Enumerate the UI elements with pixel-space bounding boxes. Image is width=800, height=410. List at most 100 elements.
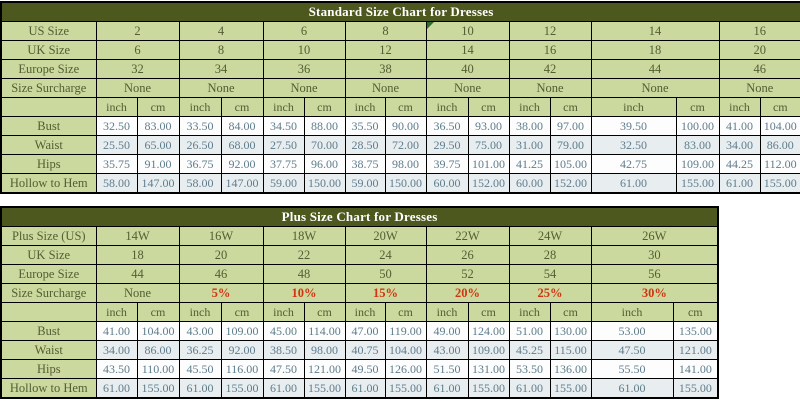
measurement-cm-cell: 79.00 bbox=[549, 135, 592, 155]
size-value-cell: None bbox=[344, 78, 427, 98]
size-value-cell: 32 bbox=[95, 59, 180, 79]
measurement-cm-cell: 155.00 bbox=[303, 378, 346, 399]
unit-cm-header: cm bbox=[675, 97, 720, 117]
unit-inch-header: inch bbox=[508, 97, 551, 117]
measurement-cm-cell: 110.00 bbox=[136, 359, 180, 379]
measurement-row: Waist 34.00 86.00 36.25 92.00 38.50 98.00 40.75… bbox=[0, 340, 719, 360]
measurement-inch-cell: 43.00 bbox=[425, 340, 469, 360]
unit-inch-header: inch bbox=[178, 97, 222, 117]
measurement-inch-cell: 51.50 bbox=[425, 359, 469, 379]
row-label: Hollow to Hem bbox=[0, 378, 97, 399]
measurement-inch-cell: 43.00 bbox=[178, 321, 222, 341]
size-value-cell: 44 bbox=[590, 59, 720, 79]
size-value-cell: 4 bbox=[178, 21, 264, 41]
row-label: Bust bbox=[0, 321, 97, 341]
measurement-cm-cell: 155.00 bbox=[136, 378, 180, 399]
measurement-cm-cell: 83.00 bbox=[136, 116, 180, 136]
measurement-cm-cell: 112.00 bbox=[759, 154, 800, 174]
size-value-cell: None bbox=[508, 78, 592, 98]
measurement-inch-cell: 41.00 bbox=[95, 321, 138, 341]
measurement-cm-cell: 105.00 bbox=[549, 154, 592, 174]
measurement-inch-cell: 34.00 bbox=[718, 135, 761, 155]
size-value-cell: 14 bbox=[590, 21, 720, 41]
unit-inch-header: inch bbox=[590, 97, 677, 117]
measurement-cm-cell: 115.00 bbox=[549, 340, 592, 360]
measurement-inch-cell: 61.00 bbox=[95, 378, 138, 399]
size-info-row: UK Size 18 20 22 24 26 28 30 bbox=[0, 245, 719, 265]
size-value-cell: 52 bbox=[425, 264, 510, 284]
measurement-row: Hollow to Hem 61.00 155.00 61.00 155.00 61.00… bbox=[0, 378, 719, 399]
measurement-cm-cell: 155.00 bbox=[759, 173, 800, 194]
measurement-cm-cell: 90.00 bbox=[384, 116, 427, 136]
measurement-inch-cell: 36.50 bbox=[425, 116, 469, 136]
measurement-inch-cell: 31.00 bbox=[508, 135, 551, 155]
unit-cm-header: cm bbox=[136, 97, 180, 117]
measurement-cm-cell: 68.00 bbox=[220, 135, 264, 155]
measurement-cm-cell: 104.00 bbox=[759, 116, 800, 136]
measurement-inch-cell: 61.00 bbox=[425, 378, 469, 399]
unit-inch-header: inch bbox=[344, 97, 386, 117]
size-value-cell: 6 bbox=[95, 40, 180, 60]
unit-inch-header: inch bbox=[508, 302, 551, 322]
measurement-cm-cell: 150.00 bbox=[303, 173, 346, 194]
measurement-cm-cell: 131.00 bbox=[467, 359, 510, 379]
size-value-cell: 20 bbox=[178, 245, 264, 265]
unit-cm-header: cm bbox=[303, 302, 346, 322]
row-label: Bust bbox=[0, 116, 97, 136]
size-info-row: Size Surcharge None None None None None None No… bbox=[0, 78, 800, 98]
measurement-cm-cell: 155.00 bbox=[675, 173, 720, 194]
measurement-inch-cell: 38.00 bbox=[508, 116, 551, 136]
measurement-inch-cell: 26.50 bbox=[178, 135, 222, 155]
measurement-cm-cell: 75.00 bbox=[467, 135, 510, 155]
measurement-cm-cell: 124.00 bbox=[467, 321, 510, 341]
unit-header-row: inch cm inch cm inch cm inch cm inch cm inch cm inch… bbox=[0, 302, 719, 322]
unit-cm-header: cm bbox=[672, 302, 719, 322]
size-value-cell: 24 bbox=[344, 245, 427, 265]
size-value-cell: None bbox=[178, 78, 264, 98]
table-gap bbox=[0, 194, 800, 206]
measurement-inch-cell: 51.00 bbox=[508, 321, 551, 341]
measurement-cm-cell: 98.00 bbox=[303, 340, 346, 360]
size-value-cell: 12 bbox=[344, 40, 427, 60]
unit-cm-header: cm bbox=[549, 97, 592, 117]
measurement-inch-cell: 53.00 bbox=[590, 321, 674, 341]
measurement-cm-cell: 135.00 bbox=[672, 321, 719, 341]
size-value-cell: 2 bbox=[95, 21, 180, 41]
measurement-inch-cell: 61.00 bbox=[718, 173, 761, 194]
unit-inch-header: inch bbox=[262, 97, 305, 117]
measurement-inch-cell: 33.50 bbox=[178, 116, 222, 136]
size-value-cell: 16 bbox=[718, 21, 800, 41]
size-value-cell: 18W bbox=[262, 226, 346, 246]
unit-cm-header: cm bbox=[303, 97, 346, 117]
size-value-cell: 16W bbox=[178, 226, 264, 246]
size-info-row: Europe Size 44 46 48 50 52 54 56 bbox=[0, 264, 719, 284]
size-value-cell: 46 bbox=[178, 264, 264, 284]
measurement-inch-cell: 38.75 bbox=[344, 154, 386, 174]
measurement-inch-cell: 37.75 bbox=[262, 154, 305, 174]
measurement-inch-cell: 44.25 bbox=[718, 154, 761, 174]
measurement-inch-cell: 53.50 bbox=[508, 359, 551, 379]
measurement-cm-cell: 97.00 bbox=[549, 116, 592, 136]
measurement-cm-cell: 150.00 bbox=[384, 173, 427, 194]
measurement-inch-cell: 35.75 bbox=[95, 154, 138, 174]
unit-cm-header: cm bbox=[220, 97, 264, 117]
measurement-inch-cell: 25.50 bbox=[95, 135, 138, 155]
measurement-row: Bust 32.50 83.00 33.50 84.00 34.50 88.00 35.50 9… bbox=[0, 116, 800, 136]
size-value-cell: None bbox=[425, 78, 510, 98]
size-value-cell: 44 bbox=[95, 264, 180, 284]
row-label: Hips bbox=[0, 359, 97, 379]
size-value-cell: None bbox=[590, 78, 720, 98]
measurement-inch-cell: 43.50 bbox=[95, 359, 138, 379]
measurement-cm-cell: 155.00 bbox=[384, 378, 427, 399]
table-title-row: Plus Size Chart for Dresses bbox=[0, 206, 719, 227]
measurement-cm-cell: 101.00 bbox=[467, 154, 510, 174]
size-value-cell: 8 bbox=[178, 40, 264, 60]
measurement-cm-cell: 155.00 bbox=[672, 378, 719, 399]
size-value-cell: 20W bbox=[344, 226, 427, 246]
measurement-inch-cell: 60.00 bbox=[425, 173, 469, 194]
table-title-row: Standard Size Chart for Dresses bbox=[0, 1, 800, 22]
measurement-inch-cell: 58.00 bbox=[178, 173, 222, 194]
dress-size-charts-page: Standard Size Chart for Dresses US Size 2 4… bbox=[0, 1, 800, 399]
size-value-cell: 40 bbox=[425, 59, 510, 79]
measurement-inch-cell: 42.75 bbox=[590, 154, 677, 174]
